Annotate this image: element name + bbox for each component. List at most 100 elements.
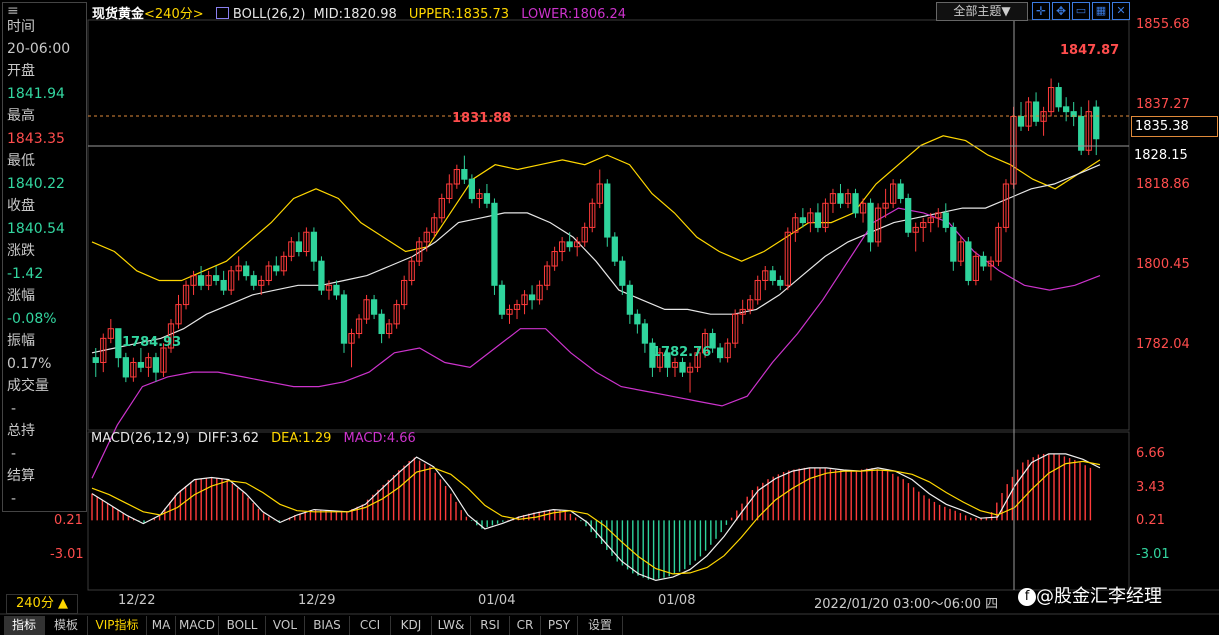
candle-body — [927, 217, 934, 224]
candle-body — [965, 241, 972, 281]
candle-body — [130, 361, 137, 378]
candle-body — [416, 241, 423, 262]
candle-body — [243, 265, 250, 277]
move-icon[interactable]: ✥ — [1052, 2, 1070, 20]
boll-indicator-icon — [215, 7, 229, 19]
tab-10[interactable]: LW& — [432, 616, 471, 635]
tab-7[interactable]: BIAS — [305, 616, 350, 635]
candle-body — [1002, 183, 1010, 228]
candle-body — [551, 251, 558, 267]
tab-12[interactable]: CR — [510, 616, 541, 635]
candle-body — [498, 284, 506, 315]
candle-body — [1078, 115, 1085, 151]
last-price-tag: 1835.38 — [1131, 116, 1218, 137]
grid-icon[interactable]: ▦ — [1092, 2, 1110, 20]
candle-body — [446, 183, 453, 199]
period-label[interactable]: <240分> — [144, 7, 204, 22]
candle-body — [754, 279, 761, 301]
open-interest-value: - — [11, 446, 17, 462]
candle-body — [303, 231, 310, 253]
candle-body — [769, 270, 776, 281]
candle-body — [378, 313, 385, 335]
candle-body — [250, 275, 257, 286]
open-value: 1841.94 — [7, 86, 65, 102]
candle-body — [1040, 111, 1047, 122]
candle-body — [190, 275, 197, 286]
tab-4[interactable]: MACD — [176, 616, 219, 635]
candle-body — [310, 231, 318, 262]
tab-5[interactable]: BOLL — [219, 616, 266, 635]
macd-tick: 6.66 — [1136, 446, 1165, 461]
candle-body — [175, 304, 182, 325]
candle-body — [340, 294, 348, 344]
candle-body — [604, 183, 611, 238]
macd-value: MACD:4.66 — [343, 431, 416, 446]
candle-body — [122, 357, 129, 378]
candle-body — [596, 183, 603, 204]
candle-body — [107, 328, 114, 339]
candle-body — [777, 279, 784, 286]
tab-3[interactable]: MA — [147, 616, 176, 635]
candle-body — [897, 183, 904, 199]
theme-button[interactable]: 全部主题▼ — [936, 2, 1028, 21]
tab-1[interactable]: 模板 — [45, 616, 88, 635]
candle-body — [852, 193, 859, 214]
tab-6[interactable]: VOL — [266, 616, 305, 635]
candle-body — [197, 275, 205, 286]
candle-body — [152, 357, 160, 373]
symbol-title: 现货黄金 — [92, 7, 145, 22]
candle-body — [160, 347, 167, 373]
candle-body — [762, 270, 769, 281]
low-annotation: 1784.93 — [122, 335, 182, 350]
candle-body — [476, 193, 483, 199]
amplitude-label: 振幅 — [7, 333, 35, 349]
high-value: 1843.35 — [7, 131, 65, 147]
macd-dea-value: DEA:1.29 — [271, 431, 332, 446]
candle-body — [401, 279, 408, 306]
candle-body — [453, 169, 460, 185]
volume-value: - — [11, 401, 17, 417]
price-tick: 1855.68 — [1136, 17, 1190, 32]
candle-body — [987, 260, 995, 267]
candle-body — [641, 323, 649, 344]
tab-8[interactable]: CCI — [350, 616, 391, 635]
tab-2[interactable]: VIP指标 — [88, 616, 147, 635]
candle-body — [167, 323, 175, 349]
candle-body — [258, 279, 265, 286]
candle-body — [814, 212, 822, 228]
tab-14[interactable]: 设置 — [578, 616, 623, 635]
candle-body — [408, 260, 415, 281]
candle-body — [205, 275, 212, 286]
high-label: 最高 — [7, 108, 35, 124]
candle-body — [521, 294, 528, 306]
candle-body — [716, 347, 724, 359]
tab-13[interactable]: PSY — [541, 616, 578, 635]
watermark: f @股金汇李经理 — [1018, 582, 1162, 608]
boll-lower-value: LOWER:1806.24 — [521, 7, 627, 22]
candle-body — [581, 226, 588, 243]
candle-body — [950, 226, 957, 262]
candle-body — [747, 299, 754, 310]
date-tick: 01/04 — [478, 593, 516, 608]
window-icon[interactable]: ▭ — [1072, 2, 1090, 20]
period-button[interactable]: 240分 ▲ — [6, 594, 78, 614]
candle-body — [265, 265, 272, 281]
price-tick: 1782.04 — [1136, 337, 1190, 352]
macd-tick: 0.21 — [1136, 513, 1165, 528]
macd-dea-line — [91, 460, 1101, 575]
price-tick: 1818.86 — [1136, 177, 1190, 192]
window-close-icon[interactable]: ✕ — [1112, 2, 1130, 20]
candle-body — [972, 255, 980, 281]
tab-0[interactable]: 指标 — [4, 616, 45, 635]
panel-menu-icon[interactable]: ≡ — [7, 3, 19, 19]
candle-body — [679, 361, 686, 373]
candle-body — [905, 197, 912, 233]
low-annotation: 1782.76 — [652, 345, 712, 360]
tab-9[interactable]: KDJ — [391, 616, 432, 635]
candle-body — [995, 226, 1002, 262]
crosshair-icon[interactable]: ✛ — [1032, 2, 1050, 20]
tab-11[interactable]: RSI — [471, 616, 510, 635]
boll-upper-line — [91, 135, 1101, 282]
high-annotation: 1847.87 — [1060, 43, 1120, 58]
